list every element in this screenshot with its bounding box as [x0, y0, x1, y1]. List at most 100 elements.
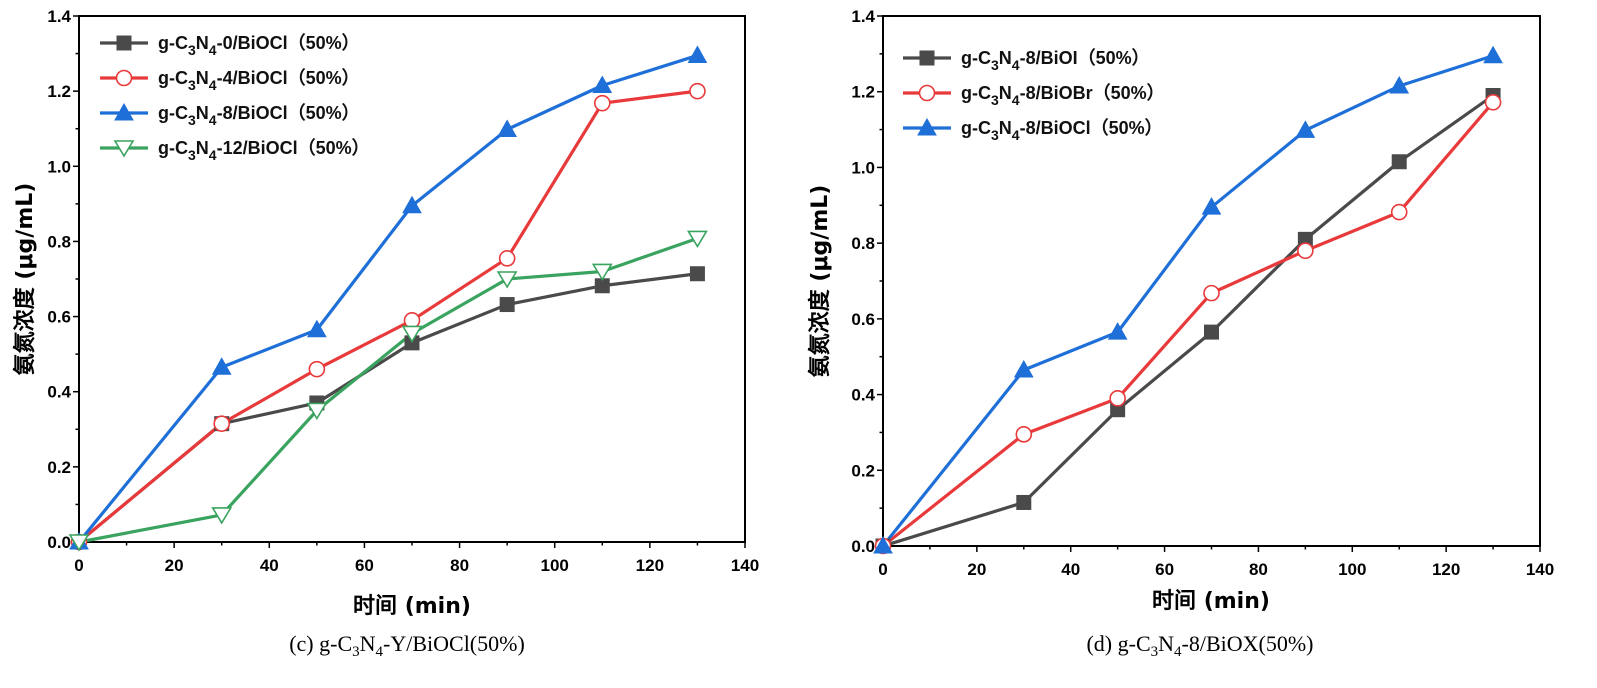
legend-label-part: 3 — [188, 112, 196, 128]
y-axis-label: 氨氮浓度 (μg/mL) — [12, 183, 38, 376]
legend-label-part: 3 — [991, 127, 999, 143]
x-tick-label: 140 — [731, 556, 759, 575]
data-point — [1109, 390, 1126, 407]
legend-label: g-C3N4-0/BiOCl（50%） — [158, 33, 360, 58]
data-point — [498, 250, 516, 267]
data-point — [689, 82, 706, 100]
legend-label-part: 4 — [209, 42, 217, 58]
legend-label-part: 4 — [209, 147, 217, 163]
legend-marker — [114, 102, 134, 121]
legend-label: g-C3N4-8/BiOBr（50%） — [961, 83, 1165, 108]
y-tick-label: 0.6 — [851, 310, 875, 329]
x-tick-label: 100 — [1338, 560, 1366, 579]
y-tick-label: 0.4 — [47, 383, 71, 402]
data-point — [1295, 120, 1316, 138]
data-point — [689, 266, 705, 282]
legend-label-part: 4 — [1012, 57, 1020, 73]
data-point — [1107, 322, 1128, 340]
caption-sub2: 4 — [1174, 644, 1182, 660]
data-point — [1483, 45, 1503, 64]
data-point — [1297, 242, 1314, 260]
x-tick-label: 80 — [1249, 560, 1268, 579]
data-point — [1203, 284, 1220, 302]
y-tick-label: 1.4 — [851, 7, 875, 26]
series-line-2 — [77, 53, 698, 544]
data-point — [497, 119, 517, 137]
data-point — [1391, 154, 1407, 170]
data-point — [1016, 494, 1032, 510]
x-tick-label: 120 — [1432, 560, 1460, 579]
x-tick-label: 20 — [165, 556, 184, 575]
panel-caption: (d) g-C3N4-8/BiOX(50%) — [1086, 631, 1313, 660]
x-tick-label: 80 — [450, 556, 469, 575]
series-markers — [873, 45, 1503, 555]
data-point — [213, 415, 231, 432]
x-tick-label: 0 — [74, 556, 83, 575]
legend: g-C3N4-8/BiOI（50%）g-C3N4-8/BiOBr（50%）g-C… — [903, 48, 1165, 143]
data-point — [1201, 197, 1222, 215]
x-tick-label: 120 — [636, 556, 664, 575]
legend-label-part: 3 — [188, 77, 196, 93]
caption-prefix: (c) g-C — [289, 631, 352, 656]
legend-label: g-C3N4-12/BiOCl（50%） — [158, 138, 370, 163]
caption-suffix: -8/BiOX(50%) — [1182, 631, 1314, 656]
caption-prefix: (d) g-C — [1086, 631, 1150, 656]
x-tick-label: 40 — [260, 556, 279, 575]
axis-ticks: 0 20 40 60 80 100 120 140 0.0 0.2 0.4 0.6 0.8 1.0 1.2 1… — [851, 7, 1554, 579]
y-tick-label: 0.6 — [47, 308, 71, 327]
legend-label-part: g-C — [961, 83, 991, 103]
legend-label-part: 3 — [188, 147, 196, 163]
legend-label-part: -8/BiOCl（50%） — [1020, 118, 1163, 138]
series-lines — [77, 53, 698, 544]
legend-label: g-C3N4-8/BiOCl（50%） — [961, 118, 1163, 143]
panel-caption: (c) g-C3N4-Y/BiOCl(50%) — [289, 631, 525, 660]
data-point — [687, 230, 708, 248]
series-line-1 — [77, 89, 698, 544]
data-point — [496, 271, 518, 289]
data-point — [1204, 324, 1219, 340]
caption-mid: N — [1158, 631, 1174, 656]
legend-label-part: N — [196, 103, 209, 123]
y-tick-label: 0.8 — [851, 234, 875, 253]
legend-marker — [115, 69, 133, 87]
caption-suffix: -Y/BiOCl(50%) — [383, 631, 525, 656]
y-tick-label: 1.4 — [47, 7, 71, 26]
chart-panel-d: 0 20 40 60 80 100 120 140 0.0 0.2 0.4 0.6 0.8 1.0 1.2 1… — [807, 7, 1554, 660]
legend-label-part: g-C — [961, 48, 991, 68]
legend-label-part: N — [196, 138, 209, 158]
x-tick-label: 40 — [1061, 560, 1080, 579]
data-point — [1484, 94, 1502, 111]
legend-label-part: 4 — [209, 77, 217, 93]
data-point — [401, 325, 423, 344]
legend-label-part: g-C — [158, 68, 188, 88]
legend-label: g-C3N4-8/BiOI（50%） — [961, 48, 1150, 73]
data-point — [307, 319, 327, 338]
series-markers — [68, 45, 708, 552]
y-tick-label: 1.2 — [851, 83, 875, 102]
data-point — [873, 535, 893, 554]
x-tick-label: 100 — [541, 556, 569, 575]
series-line-0 — [77, 272, 698, 544]
x-axis-label: 时间 (min) — [1152, 589, 1270, 614]
x-tick-label: 140 — [1526, 560, 1554, 579]
legend-label-part: N — [196, 68, 209, 88]
legend-label-part: g-C — [158, 138, 188, 158]
data-point — [68, 534, 90, 552]
legend-label-part: 3 — [991, 57, 999, 73]
y-tick-label: 0.2 — [851, 461, 875, 480]
data-point — [402, 195, 422, 214]
legend-marker — [918, 84, 936, 102]
y-tick-label: 1.2 — [47, 82, 71, 101]
caption-mid: N — [360, 631, 376, 656]
legend-label-part: 4 — [209, 112, 217, 128]
x-axis-label: 时间 (min) — [353, 594, 471, 619]
legend-label-part: N — [196, 33, 209, 53]
legend: g-C3N4-0/BiOCl（50%）g-C3N4-4/BiOCl（50%）g-… — [100, 33, 370, 163]
data-point — [308, 360, 326, 378]
y-tick-label: 1.0 — [47, 157, 71, 176]
data-point — [211, 507, 233, 525]
legend-label-part: -4/BiOCl（50%） — [217, 68, 360, 88]
legend-label-part: g-C — [158, 103, 188, 123]
legend-label: g-C3N4-8/BiOCl（50%） — [158, 103, 360, 128]
y-tick-label: 0.0 — [851, 537, 875, 556]
